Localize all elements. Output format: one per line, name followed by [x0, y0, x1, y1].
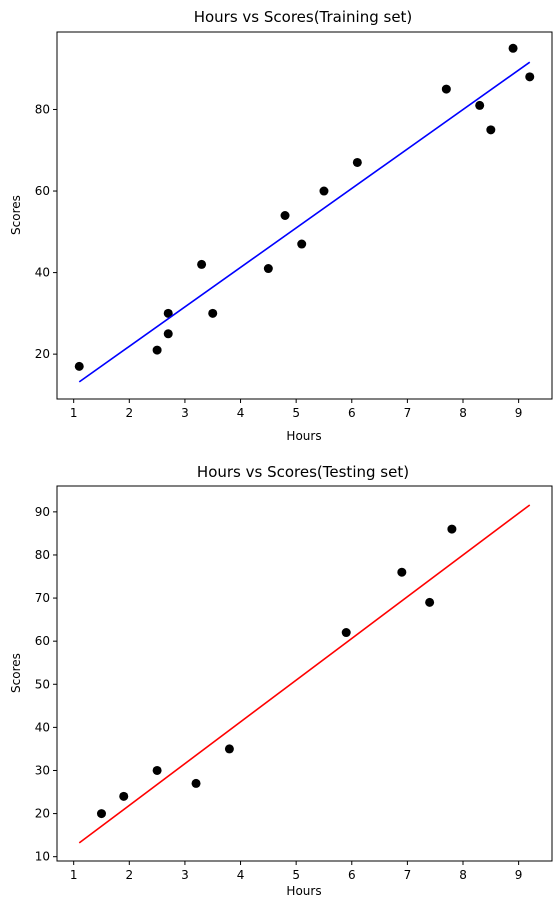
y-axis: 10 20 30 40 50 60 70 80 90	[35, 505, 57, 864]
plot-area	[74, 43, 535, 383]
data-point	[297, 239, 307, 249]
y-tick-label: 50	[35, 677, 50, 691]
y-tick-label: 20	[35, 347, 50, 361]
data-point	[486, 125, 496, 135]
regression-line	[78, 61, 531, 383]
data-point	[152, 345, 162, 355]
y-tick-label: 70	[35, 591, 50, 605]
x-tick-label: 2	[125, 406, 133, 420]
x-tick-label: 9	[515, 868, 523, 882]
x-tick-label: 8	[459, 406, 467, 420]
x-tick-label: 3	[181, 406, 189, 420]
y-axis-label: Scores	[9, 653, 23, 693]
y-tick-label: 80	[35, 102, 50, 116]
data-point	[441, 84, 451, 94]
data-point	[397, 567, 407, 577]
data-point	[425, 597, 435, 607]
data-point	[352, 157, 362, 167]
data-point	[152, 765, 162, 775]
x-tick-label: 4	[237, 868, 245, 882]
y-tick-label: 30	[35, 763, 50, 777]
x-tick-label: 6	[348, 406, 356, 420]
x-tick-label: 9	[515, 406, 523, 420]
x-tick-label: 7	[404, 868, 412, 882]
x-tick-label: 7	[404, 406, 412, 420]
chart-title: Hours vs Scores(Testing set)	[197, 463, 409, 481]
data-point	[74, 361, 84, 371]
x-tick-label: 4	[237, 406, 245, 420]
data-point	[341, 628, 351, 638]
data-point	[208, 308, 218, 318]
x-axis-label: Hours	[286, 884, 321, 898]
x-axis: 1 2 3 4 5 6 7 8 9	[70, 861, 523, 882]
data-point	[224, 744, 234, 754]
data-point	[119, 791, 129, 801]
data-point	[508, 43, 518, 53]
x-tick-label: 5	[292, 406, 300, 420]
plot-area	[78, 504, 531, 844]
data-point	[163, 329, 173, 339]
data-point	[163, 308, 173, 318]
y-tick-label: 60	[35, 184, 50, 198]
data-point	[525, 72, 535, 82]
x-axis: 1 2 3 4 5 6 7 8 9	[70, 399, 523, 420]
y-tick-label: 60	[35, 634, 50, 648]
chart-title: Hours vs Scores(Training set)	[194, 8, 413, 26]
data-point	[263, 264, 273, 274]
x-tick-label: 8	[459, 868, 467, 882]
data-point	[191, 778, 201, 788]
x-tick-label: 2	[125, 868, 133, 882]
x-tick-label: 1	[70, 406, 78, 420]
y-tick-label: 80	[35, 548, 50, 562]
y-tick-label: 40	[35, 720, 50, 734]
regression-line	[78, 504, 531, 844]
y-tick-label: 10	[35, 850, 50, 864]
plot-frame	[56, 31, 553, 400]
x-tick-label: 1	[70, 868, 78, 882]
y-tick-label: 90	[35, 505, 50, 519]
x-tick-label: 3	[181, 868, 189, 882]
data-point	[447, 524, 457, 534]
x-tick-label: 5	[292, 868, 300, 882]
data-point	[96, 809, 106, 819]
data-point	[280, 211, 290, 220]
y-axis-label: Scores	[9, 195, 23, 235]
y-axis: 20 40 60 80	[35, 102, 57, 361]
x-axis-label: Hours	[286, 429, 321, 443]
data-point	[197, 259, 207, 269]
y-tick-label: 40	[35, 266, 50, 280]
plot-frame	[56, 485, 553, 862]
data-point	[319, 186, 329, 196]
y-tick-label: 20	[35, 807, 50, 821]
x-tick-label: 6	[348, 868, 356, 882]
data-point	[475, 100, 485, 110]
testing-chart: Hours vs Scores(Testing set) 1 2 3 4 5 6 7 8 9 1…	[9, 463, 553, 898]
